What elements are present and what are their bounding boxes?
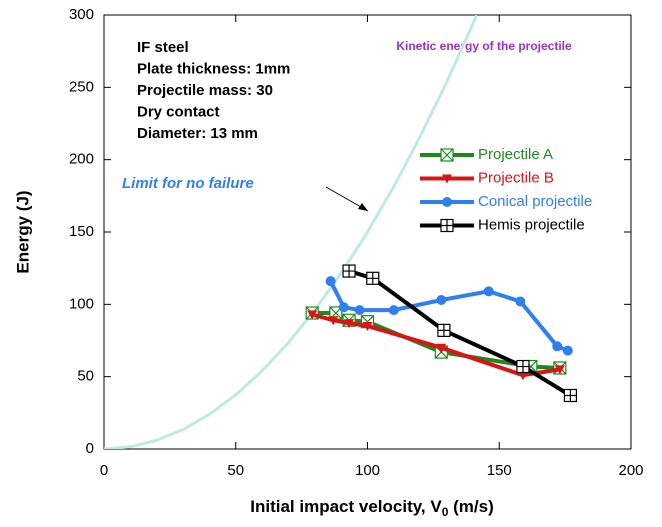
marker bbox=[436, 343, 447, 353]
kinetic-curve bbox=[104, 15, 478, 449]
limit-arrow-head bbox=[358, 203, 368, 211]
marker-shape bbox=[325, 276, 336, 287]
marker bbox=[552, 341, 563, 352]
x-axis-label-text: Initial impact velocity, V bbox=[250, 497, 442, 516]
marker bbox=[483, 286, 494, 297]
marker bbox=[437, 323, 451, 337]
marker bbox=[325, 276, 336, 287]
legend: Projectile A Projectile B Conical projecti… bbox=[420, 146, 592, 233]
marker-shape bbox=[516, 360, 529, 373]
marker bbox=[440, 218, 454, 233]
note: Diameter: 13 mm bbox=[137, 125, 258, 142]
x-axis-label-unit: (m/s) bbox=[448, 497, 493, 516]
marker bbox=[354, 305, 365, 316]
y-tick-label: 200 bbox=[69, 151, 94, 168]
y-tick-label: 50 bbox=[77, 368, 94, 385]
marker-shape bbox=[517, 371, 528, 381]
marker bbox=[388, 305, 399, 316]
marker bbox=[436, 294, 447, 305]
notes: IF steel Plate thickness: 1mm Projectile m… bbox=[137, 39, 290, 142]
legend-label: Conical projectile bbox=[478, 193, 592, 210]
x-axis-label: Initial impact velocity, V0 (m/s) bbox=[250, 497, 494, 519]
marker bbox=[442, 174, 452, 184]
marker-shape bbox=[564, 389, 577, 402]
marker bbox=[366, 271, 380, 285]
y-tick-label: 300 bbox=[69, 6, 94, 23]
marker bbox=[342, 264, 356, 278]
marker-shape bbox=[554, 365, 565, 375]
legend-label: Hemis projectile bbox=[478, 216, 585, 233]
marker-shape bbox=[362, 322, 373, 332]
marker-shape bbox=[442, 197, 452, 207]
marker-shape bbox=[562, 345, 573, 356]
marker bbox=[344, 319, 355, 329]
legend-label: Projectile A bbox=[478, 146, 553, 163]
marker bbox=[515, 296, 526, 307]
note: IF steel bbox=[137, 39, 189, 56]
curve-label: Kinetic energy of the projectile bbox=[396, 39, 572, 53]
marker-shape bbox=[483, 286, 494, 297]
marker-shape bbox=[440, 148, 454, 162]
marker bbox=[517, 371, 528, 381]
marker-shape bbox=[441, 219, 453, 232]
series-line bbox=[348, 269, 572, 398]
limit-label: Limit for no failure bbox=[122, 175, 254, 192]
legend-label: Projectile B bbox=[478, 169, 554, 186]
y-axis-label: Energy (J) bbox=[13, 190, 32, 273]
marker-shape bbox=[366, 272, 379, 285]
marker-shape bbox=[328, 316, 339, 326]
marker bbox=[562, 345, 573, 356]
y-tick-label: 150 bbox=[69, 223, 94, 240]
marker-shape bbox=[338, 302, 349, 313]
marker bbox=[563, 388, 577, 403]
marker-shape bbox=[436, 343, 447, 353]
marker-shape bbox=[515, 296, 526, 307]
y-tick-label: 100 bbox=[69, 295, 94, 312]
marker bbox=[338, 302, 349, 313]
note: Dry contact bbox=[137, 103, 220, 120]
y-tick-label: 250 bbox=[69, 78, 94, 95]
marker bbox=[554, 365, 565, 375]
marker-shape bbox=[442, 174, 452, 184]
x-tick-label: 50 bbox=[227, 462, 244, 479]
marker bbox=[442, 197, 452, 207]
y-tick-label: 0 bbox=[86, 440, 94, 457]
marker-shape bbox=[343, 265, 356, 278]
x-tick-label: 0 bbox=[100, 462, 108, 479]
marker bbox=[440, 148, 454, 162]
marker-shape bbox=[552, 341, 563, 352]
marker bbox=[307, 310, 318, 320]
marker-shape bbox=[437, 324, 450, 337]
marker-shape bbox=[354, 305, 365, 316]
note: Projectile mass: 30 bbox=[137, 82, 273, 99]
marker bbox=[516, 359, 530, 374]
x-axis-label-sub: 0 bbox=[442, 505, 449, 519]
marker bbox=[362, 322, 373, 332]
marker-shape bbox=[344, 319, 355, 329]
marker bbox=[328, 316, 339, 326]
x-tick-label: 150 bbox=[487, 462, 512, 479]
x-tick-label: 100 bbox=[355, 462, 380, 479]
x-tick-label: 200 bbox=[618, 462, 643, 479]
note: Plate thickness: 1mm bbox=[137, 60, 290, 77]
marker-shape bbox=[388, 305, 399, 316]
marker-shape bbox=[436, 294, 447, 305]
marker-shape bbox=[307, 310, 318, 320]
